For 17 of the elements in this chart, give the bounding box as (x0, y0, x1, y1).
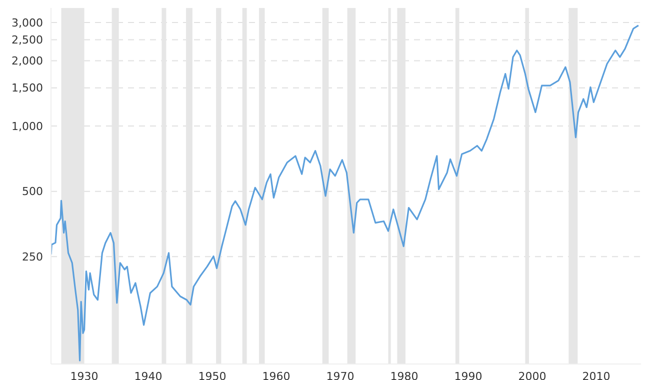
y-tick-label: 2,500 (12, 34, 43, 47)
y-tick-label: 1,500 (12, 82, 43, 95)
x-tick-label: 2010 (582, 370, 610, 380)
y-tick-label: 2,000 (12, 54, 43, 68)
x-tick-label: 1940 (134, 370, 162, 380)
x-tick-label: 1970 (326, 370, 354, 380)
x-tick-label: 2000 (518, 370, 546, 380)
line-series (51, 24, 640, 362)
x-tick-label: 1950 (198, 370, 226, 380)
y-tick-label: 500 (22, 185, 43, 198)
x-tick-label: 1960 (262, 370, 290, 380)
y-tick-label: 3,000 (12, 16, 43, 30)
x-tick-label: 1990 (454, 370, 482, 380)
x-tick-label: 1980 (390, 370, 418, 380)
y-tick-label: 1,000 (12, 120, 43, 133)
y-tick-label: 250 (22, 250, 43, 264)
x-tick-label: 1930 (70, 370, 98, 380)
